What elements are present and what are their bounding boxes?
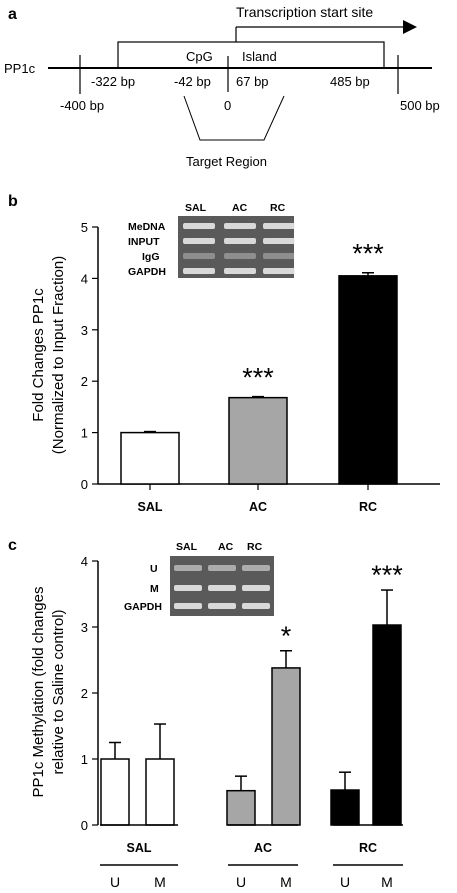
gel-c-lane-rc: RC <box>247 541 263 553</box>
chart-b: 0 1 2 3 4 5 SAL AC *** RC *** <box>81 220 440 514</box>
gel-b-band <box>263 238 295 244</box>
pos-67: 67 bp <box>236 74 269 89</box>
panel-b-letter: b <box>8 193 18 210</box>
chart-b-ylabel: Fold Changes PP1c <box>30 288 47 422</box>
panel-c-letter: c <box>8 537 17 554</box>
chart-c-subcategory-label: U <box>236 874 246 890</box>
end-500: 500 bp <box>400 98 440 113</box>
chart-b-significance: *** <box>242 363 274 393</box>
target-region-bracket <box>183 95 285 141</box>
chart-b-ytick-label: 0 <box>81 477 88 492</box>
chart-c-subcategory-label: M <box>280 874 292 890</box>
pos-minus322: -322 bp <box>91 74 135 89</box>
chart-c-significance: *** <box>371 560 403 590</box>
gel-c-band <box>174 565 202 571</box>
chart-b-ylabel2: (Normalized to Input Fraction) <box>50 256 67 454</box>
end-minus400: -400 bp <box>60 98 104 113</box>
gel-b-lane-ac: AC <box>232 202 248 214</box>
pos-minus42: -42 bp <box>174 74 211 89</box>
chart-c-bar <box>100 758 130 826</box>
gel-b-band <box>263 268 295 274</box>
gel-b-lane-rc: RC <box>270 202 286 214</box>
gel-c-lane-ac: AC <box>218 541 234 553</box>
panel-a: a Transcription start site CpG Island PP… <box>4 4 440 169</box>
gel-b-band <box>224 253 256 259</box>
gel-inset-c: SAL AC RC U M GAPDH <box>124 541 274 616</box>
chart-c-bar <box>271 667 301 826</box>
chart-c-significance: * <box>281 621 292 651</box>
chart-c-ytick-label: 1 <box>81 752 88 767</box>
chart-b-category-label: AC <box>249 500 267 514</box>
cpg-label: CpG <box>186 49 213 64</box>
gel-c-row-gapdh: GAPDH <box>124 601 162 613</box>
gel-inset-b: SAL AC RC MeDNA INPUT IgG GAPDH <box>128 202 295 278</box>
chart-b-ytick-label: 3 <box>81 323 88 338</box>
chart-b-category-label: RC <box>359 500 377 514</box>
gel-c-band <box>208 603 236 609</box>
target-region-label: Target Region <box>186 154 267 169</box>
gene-label: PP1c <box>4 61 36 76</box>
gel-b-band <box>183 253 215 259</box>
gel-c-band <box>242 603 270 609</box>
chart-b-ytick-label: 5 <box>81 220 88 235</box>
chart-c-group-label: AC <box>254 841 272 855</box>
gel-b-band <box>224 268 256 274</box>
chart-c-bar <box>145 758 175 826</box>
chart-b-significance: *** <box>352 239 384 269</box>
chart-c-subcategory-label: U <box>340 874 350 890</box>
chart-b-bar <box>338 275 398 485</box>
gel-b-row-input: INPUT <box>128 236 160 248</box>
end-zero: 0 <box>224 98 231 113</box>
chart-c-bar <box>372 624 402 826</box>
chart-c-subcategory-label: M <box>381 874 393 890</box>
gel-c-row-u: U <box>150 563 158 575</box>
gel-b-row-medna: MeDNA <box>128 221 166 233</box>
chart-c-bar <box>226 789 256 826</box>
chart-b-category-label: SAL <box>138 500 163 514</box>
gel-c-band <box>242 585 270 591</box>
chart-c-ytick-label: 0 <box>81 818 88 833</box>
gel-c-band <box>174 585 202 591</box>
gel-b-lane-sal: SAL <box>185 202 207 214</box>
tss-arrow-head-icon <box>403 20 417 34</box>
gel-b-band <box>183 223 215 229</box>
chart-c-ylabel: PP1c Methylation (fold changes <box>30 587 47 798</box>
chart-b-ytick-label: 2 <box>81 374 88 389</box>
gel-b-row-gapdh: GAPDH <box>128 266 166 278</box>
chart-c-ytick-label: 2 <box>81 686 88 701</box>
tss-label: Transcription start site <box>236 4 373 20</box>
gel-b-band <box>224 238 256 244</box>
chart-c-group-label: SAL <box>127 841 152 855</box>
gel-b-band <box>183 268 215 274</box>
gel-c-band <box>242 565 270 571</box>
chart-c-ylabel2: relative to Saline control) <box>50 609 67 774</box>
island-label: Island <box>242 49 277 64</box>
chart-b-bar <box>228 396 288 485</box>
gel-c-lane-sal: SAL <box>176 541 198 553</box>
chart-c-subcategory-label: U <box>110 874 120 890</box>
gel-c-row-m: M <box>150 583 159 595</box>
gel-b-band <box>224 223 256 229</box>
gel-b-band <box>263 223 295 229</box>
panel-a-letter: a <box>8 6 17 23</box>
gel-c-band <box>208 565 236 571</box>
gel-b-band <box>263 253 295 259</box>
gel-b-band <box>183 238 215 244</box>
chart-c-ytick-label: 4 <box>81 554 88 569</box>
chart-c-bar <box>330 789 360 826</box>
chart-b-ytick-label: 1 <box>81 426 88 441</box>
gel-c-band <box>174 603 202 609</box>
chart-b-ytick-label: 4 <box>81 271 88 286</box>
pos-485: 485 bp <box>330 74 370 89</box>
chart-c-group-label: RC <box>359 841 377 855</box>
gel-b-row-igg: IgG <box>142 251 160 263</box>
chart-c-ytick-label: 3 <box>81 620 88 635</box>
chart-c-subcategory-label: M <box>154 874 166 890</box>
chart-b-bar <box>120 431 180 485</box>
gel-c-band <box>208 585 236 591</box>
